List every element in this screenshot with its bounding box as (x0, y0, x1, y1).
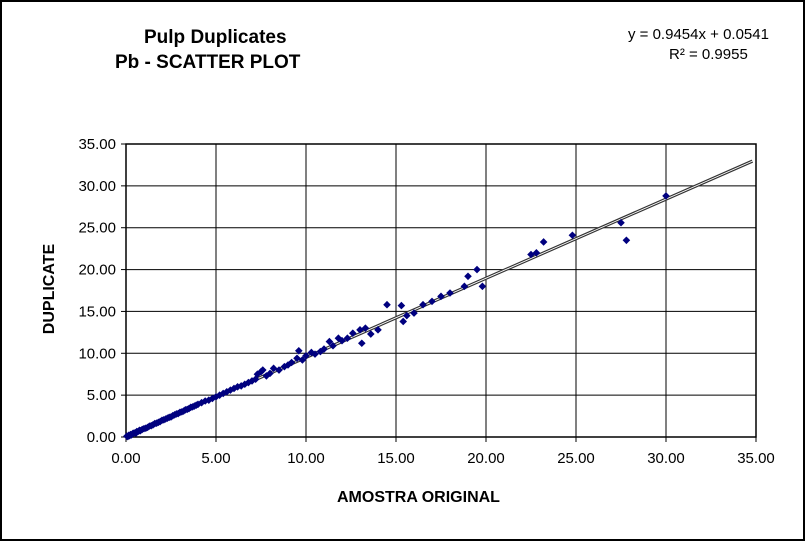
y-tick-label: 0.00 (87, 429, 116, 446)
y-tick-label: 10.00 (78, 345, 116, 362)
x-tick-label: 35.00 (737, 450, 775, 467)
data-point (662, 192, 670, 200)
data-point (428, 297, 436, 306)
x-tick-label: 0.00 (111, 450, 140, 467)
chart-title: Pulp Duplicates (144, 27, 287, 48)
data-point (251, 375, 260, 384)
data-point (307, 348, 316, 357)
data-point (460, 282, 469, 291)
data-point (311, 350, 319, 358)
data-point (358, 339, 366, 348)
data-point (208, 394, 217, 403)
chart-subtitle: Pb - SCATTER PLOT (115, 52, 301, 73)
x-tick-label: 10.00 (287, 450, 325, 467)
y-axis-label: DUPLICATE (41, 243, 58, 335)
data-point (367, 330, 375, 338)
data-point (244, 378, 253, 387)
data-point (226, 386, 235, 394)
data-point (241, 380, 249, 389)
data-point (437, 292, 445, 301)
data-point (617, 218, 625, 227)
data-point (280, 362, 289, 371)
data-point (361, 324, 370, 332)
data-point (201, 397, 209, 405)
data-point (259, 366, 267, 374)
y-tick-label: 30.00 (78, 178, 116, 195)
data-point (622, 236, 631, 245)
data-point (410, 309, 418, 317)
trendline-equation: y = 0.9454x + 0.0541 (628, 26, 769, 43)
y-tick-label: 25.00 (78, 220, 116, 237)
data-point (329, 341, 337, 350)
x-tick-label: 25.00 (557, 450, 595, 467)
x-tick-label: 5.00 (201, 450, 230, 467)
data-point (532, 249, 541, 257)
data-point (316, 347, 325, 356)
data-point (197, 398, 206, 407)
data-point (262, 372, 271, 380)
data-point (219, 389, 227, 398)
data-point (343, 334, 352, 343)
data-point (295, 346, 303, 355)
data-point (473, 265, 481, 274)
data-point (397, 301, 406, 310)
y-tick-label: 20.00 (78, 262, 116, 279)
data-point (338, 336, 346, 345)
data-point (478, 282, 487, 291)
data-point (383, 300, 391, 309)
data-point (302, 351, 310, 360)
data-point (237, 382, 245, 390)
data-point (253, 370, 262, 379)
data-point (275, 366, 283, 374)
data-point (568, 231, 577, 240)
data-point (320, 345, 328, 353)
data-point (248, 377, 256, 385)
x-tick-label: 20.00 (467, 450, 505, 467)
data-point (194, 400, 202, 409)
data-point (334, 334, 343, 343)
y-tick-label: 35.00 (78, 136, 116, 153)
data-point (419, 300, 427, 309)
trendline-r-squared: R² = 0.9955 (669, 46, 748, 63)
data-point (269, 364, 278, 373)
data-point (539, 238, 548, 246)
y-tick-label: 15.00 (78, 303, 116, 320)
x-tick-label: 30.00 (647, 450, 685, 467)
x-axis-label: AMOSTRA ORIGINAL (337, 489, 500, 506)
data-point (266, 369, 274, 378)
data-point (287, 358, 296, 367)
data-point (399, 317, 407, 326)
data-point (298, 356, 307, 364)
y-tick-label: 5.00 (87, 387, 116, 404)
data-point (325, 337, 334, 346)
data-point (293, 354, 301, 363)
data-point (403, 311, 411, 320)
plot-border (125, 143, 757, 438)
x-tick-label: 15.00 (377, 450, 415, 467)
data-point (349, 329, 357, 337)
data-point (205, 396, 213, 404)
data-point (223, 387, 231, 396)
data-point (446, 289, 454, 297)
data-point (527, 250, 535, 259)
data-point (464, 272, 472, 281)
data-point (374, 326, 382, 334)
